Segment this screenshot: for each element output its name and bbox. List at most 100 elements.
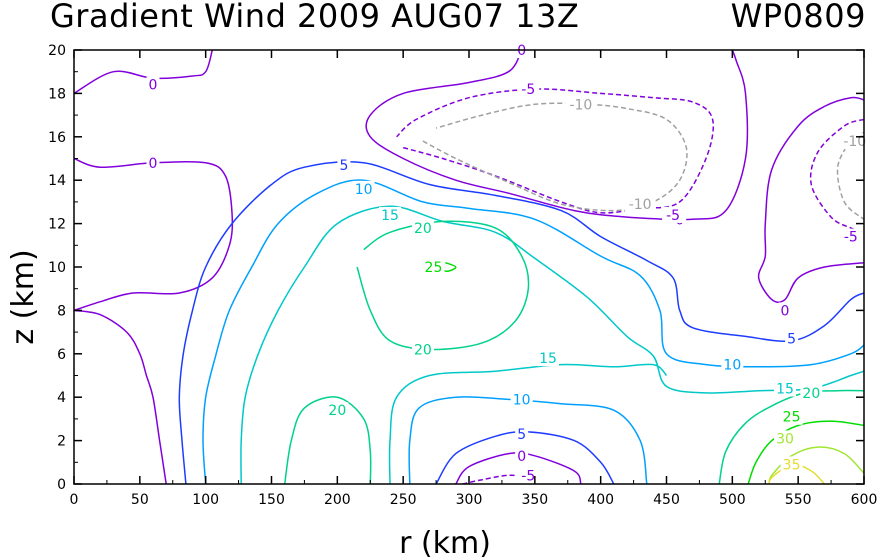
- contour-label: -5: [521, 82, 535, 98]
- contour-label: -5: [666, 208, 680, 224]
- contour-label-bg: [785, 330, 799, 347]
- contour-label: -10: [569, 97, 592, 113]
- contour-line-neg10: [422, 102, 688, 212]
- contour-label-bg: [146, 76, 160, 93]
- x-tick-label: 200: [324, 492, 351, 508]
- contour-label-bg: [778, 302, 792, 319]
- contour-label: 0: [781, 303, 790, 319]
- y-tick-label: 0: [57, 477, 66, 493]
- x-axis-label: r (km): [399, 526, 491, 559]
- storm-id: WP0809: [731, 0, 866, 35]
- contour-label-bg: [774, 380, 796, 397]
- contour-line-20: [356, 220, 530, 351]
- contour-label: 20: [414, 342, 432, 358]
- x-tick-label: 150: [258, 492, 285, 508]
- contour-label: 0: [149, 78, 158, 94]
- contour-line-10: [408, 396, 648, 485]
- contour-label: 30: [776, 431, 794, 447]
- contour-label: -10: [629, 197, 652, 213]
- contour-label-bg: [146, 154, 160, 171]
- contour-line-25: [747, 420, 865, 485]
- plot-frame: [73, 49, 865, 485]
- contour-label-bg: [774, 430, 796, 447]
- contour-line-20: [718, 389, 865, 485]
- y-tick-label: 20: [48, 43, 66, 59]
- contour-label-bg: [721, 356, 744, 373]
- contour-line-0: [365, 49, 749, 221]
- x-tick-label: 600: [851, 492, 878, 508]
- x-tick-label: 250: [390, 492, 417, 508]
- contour-line-5: [178, 161, 865, 485]
- contour-label-bg: [379, 206, 401, 223]
- contour-label-bg: [517, 467, 540, 484]
- contour-label-bg: [411, 341, 434, 358]
- x-tick-label: 400: [587, 492, 614, 508]
- contour-label-bg: [800, 384, 823, 401]
- contour-line-0: [73, 157, 234, 312]
- contour-line-0: [73, 309, 167, 485]
- contour-line-15: [240, 205, 865, 485]
- contour-label-bg: [326, 402, 349, 419]
- contour-label: 5: [787, 332, 796, 348]
- x-tick-label: 550: [785, 492, 812, 508]
- contour-label-bg: [337, 157, 351, 174]
- x-tick-label: 50: [131, 492, 149, 508]
- x-tick-label: 500: [719, 492, 746, 508]
- y-tick-label: 6: [57, 347, 66, 363]
- contour-line-30: [768, 446, 865, 485]
- y-tick-label: 8: [57, 303, 66, 319]
- contour-label: 35: [783, 457, 801, 473]
- contour-label-bg: [662, 206, 685, 223]
- contour-label-bg: [839, 228, 862, 245]
- contour-label: 5: [517, 427, 526, 443]
- y-axis-label: z (km): [6, 249, 41, 344]
- contour-label-bg: [515, 426, 529, 443]
- contour-label: 0: [517, 449, 526, 465]
- contour-label: 25: [783, 410, 801, 426]
- contour-label: 5: [339, 158, 348, 174]
- contour-label: 20: [802, 386, 820, 402]
- y-tick-label: 10: [48, 260, 66, 276]
- contour-lines: [73, 49, 865, 485]
- x-tick-label: 100: [192, 492, 219, 508]
- axes: 0 50 100 150 200 250 300 350 400 450 500 550 6000246…: [48, 43, 877, 508]
- contour-label-bg: [565, 96, 597, 113]
- contour-line-20: [283, 396, 372, 485]
- contour-line-neg5: [396, 88, 715, 214]
- contour-line-5: [435, 430, 615, 485]
- contour-labels: 000000-5-5-5-5-10-10-1055510101015151520…: [146, 42, 871, 484]
- contour-label-bg: [515, 447, 529, 464]
- contour-label: 15: [381, 208, 399, 224]
- contour-line-15: [388, 363, 668, 485]
- contour-line-0: [73, 49, 214, 95]
- contour-line-neg5: [809, 118, 865, 234]
- contour-label: -5: [521, 468, 535, 484]
- contour-label: 0: [517, 43, 526, 59]
- contour-label: 25: [425, 260, 443, 276]
- y-tick-label: 18: [48, 86, 66, 102]
- x-tick-label: 300: [456, 492, 483, 508]
- contour-label-bg: [510, 391, 533, 408]
- contour-label-bg: [352, 180, 375, 197]
- contour-line-0: [757, 96, 865, 304]
- contour-label-bg: [422, 259, 445, 275]
- contour-label: 10: [513, 392, 531, 408]
- chart-title: Gradient Wind 2009 AUG07 13Z: [50, 0, 579, 35]
- contour-label: 10: [723, 358, 741, 374]
- contour-label: 20: [414, 221, 432, 237]
- y-tick-label: 4: [57, 390, 66, 406]
- contour-label-bg: [411, 219, 434, 236]
- y-tick-label: 12: [48, 217, 66, 233]
- y-tick-label: 14: [48, 173, 66, 189]
- contour-label: 20: [328, 403, 346, 419]
- contour-label: 15: [776, 382, 794, 398]
- contour-label: -5: [844, 230, 858, 246]
- x-tick-label: 450: [653, 492, 680, 508]
- contour-label-bg: [537, 350, 559, 367]
- contour-label: 10: [355, 182, 373, 198]
- contour-label: 0: [149, 156, 158, 172]
- contour-label-bg: [624, 196, 656, 213]
- contour-label: -10: [843, 134, 866, 150]
- y-tick-label: 2: [57, 434, 66, 450]
